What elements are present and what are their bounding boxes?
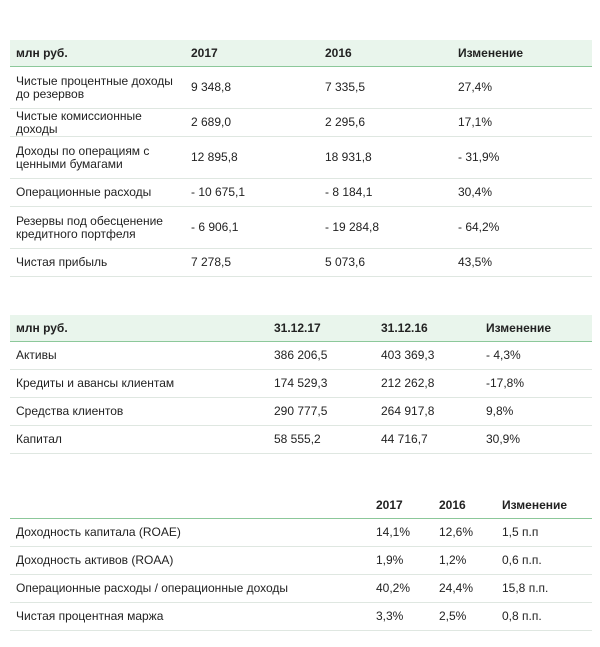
row-label: Чистая прибыль <box>10 248 185 277</box>
cell-value: - 10 675,1 <box>185 178 319 207</box>
cell-value: 14,1% <box>370 518 433 547</box>
cell-value: 290 777,5 <box>268 397 375 426</box>
header-cell <box>10 492 370 519</box>
data-table: млн руб. 31.12.17 31.12.16 Изменение Активы 3… <box>10 315 592 454</box>
row-label: Активы <box>10 341 268 370</box>
cell-value: 44 716,7 <box>375 425 480 454</box>
cell-value: 1,2% <box>433 546 496 575</box>
row-label: Чистая процентная маржа <box>10 602 370 631</box>
row-label: Капитал <box>10 425 268 454</box>
table-row: Чистые процентные доходы до резервов 9 34… <box>10 66 592 109</box>
table-row: Операционные расходы - 10 675,1- 8 184,1 3… <box>10 178 592 207</box>
cell-value: 1,5 п.п <box>496 518 592 547</box>
cell-value: 24,4% <box>433 574 496 603</box>
table-row: Операционные расходы / операционные дохо… <box>10 574 592 603</box>
cell-value: 386 206,5 <box>268 341 375 370</box>
table-row: Чистые комиссионные доходы 2 689,0 2 295,6… <box>10 108 592 137</box>
cell-value: 174 529,3 <box>268 369 375 398</box>
cell-value: 7 278,5 <box>185 248 319 277</box>
header-cell: 2017 <box>370 492 433 519</box>
header-row: млн руб. 31.12.17 31.12.16 Изменение <box>10 315 592 342</box>
cell-value: 7 335,5 <box>319 66 452 109</box>
header-row: млн руб. 2017 2016 Изменение <box>10 40 592 67</box>
table-row: Доходность активов (ROAA) 1,9% 1,2% 0,6 п.п… <box>10 546 592 575</box>
cell-value: 9,8% <box>480 397 592 426</box>
cell-value: 212 262,8 <box>375 369 480 398</box>
cell-value: - 4,3% <box>480 341 592 370</box>
cell-value: 18 931,8 <box>319 136 452 179</box>
cell-value: 30,4% <box>452 178 592 207</box>
row-label: Доходность капитала (ROAE) <box>10 518 370 547</box>
cell-value: 9 348,8 <box>185 66 319 109</box>
header-row: 2017 2016 Изменение <box>10 492 592 519</box>
cell-value: - 8 184,1 <box>319 178 452 207</box>
table-row: Резервы под обесценение кредитного портф… <box>10 206 592 249</box>
header-cell: 2016 <box>319 40 452 67</box>
row-label: Средства клиентов <box>10 397 268 426</box>
cell-value: 2 295,6 <box>319 108 452 137</box>
cell-value: 15,8 п.п. <box>496 574 592 603</box>
cell-value: 2 689,0 <box>185 108 319 137</box>
cell-value: 58 555,2 <box>268 425 375 454</box>
cell-value: 12 895,8 <box>185 136 319 179</box>
cell-value: - 31,9% <box>452 136 592 179</box>
table-row: Чистая прибыль 7 278,5 5 073,6 43,5% <box>10 248 592 277</box>
cell-value: 403 369,3 <box>375 341 480 370</box>
header-cell: 31.12.16 <box>375 315 480 342</box>
row-label: Операционные расходы <box>10 178 185 207</box>
data-table: 2017 2016 Изменение Доходность капитала (RO… <box>10 492 592 631</box>
header-cell: Изменение <box>496 492 592 519</box>
row-label: Чистые процентные доходы до резервов <box>10 66 185 109</box>
cell-value: 264 917,8 <box>375 397 480 426</box>
cell-value: 5 073,6 <box>319 248 452 277</box>
table-row: Доходы по операциям с ценными бумагами 12… <box>10 136 592 179</box>
table-row: Средства клиентов 290 777,5 264 917,8 9,8% <box>10 397 592 426</box>
cell-value: - 19 284,8 <box>319 206 452 249</box>
header-cell: Изменение <box>452 40 592 67</box>
cell-value: 1,9% <box>370 546 433 575</box>
cell-value: 0,6 п.п. <box>496 546 592 575</box>
header-cell: Изменение <box>480 315 592 342</box>
cell-value: 27,4% <box>452 66 592 109</box>
row-label: Доходность активов (ROAA) <box>10 546 370 575</box>
cell-value: -17,8% <box>480 369 592 398</box>
cell-value: 40,2% <box>370 574 433 603</box>
cell-value: 0,8 п.п. <box>496 602 592 631</box>
table-row: Капитал 58 555,2 44 716,7 30,9% <box>10 425 592 454</box>
table-row: Доходность капитала (ROAE) 14,1% 12,6% 1,5 … <box>10 518 592 547</box>
cell-value: 43,5% <box>452 248 592 277</box>
row-label: Доходы по операциям с ценными бумагами <box>10 136 185 179</box>
header-cell: 2016 <box>433 492 496 519</box>
cell-value: 3,3% <box>370 602 433 631</box>
cell-value: - 6 906,1 <box>185 206 319 249</box>
table-row: Активы 386 206,5 403 369,3- 4,3% <box>10 341 592 370</box>
cell-value: 17,1% <box>452 108 592 137</box>
header-cell: 31.12.17 <box>268 315 375 342</box>
cell-value: 2,5% <box>433 602 496 631</box>
table-row: Кредиты и авансы клиентам 174 529,3 212 26… <box>10 369 592 398</box>
header-cell: млн руб. <box>10 40 185 67</box>
table-row: Чистая процентная маржа 3,3% 2,5% 0,8 п.п. <box>10 602 592 631</box>
row-label: Операционные расходы / операционные дохо… <box>10 574 370 603</box>
header-cell: 2017 <box>185 40 319 67</box>
data-table: млн руб. 2017 2016 Изменение Чистые процентн… <box>10 40 592 277</box>
row-label: Резервы под обесценение кредитного портф… <box>10 206 185 249</box>
cell-value: 12,6% <box>433 518 496 547</box>
row-label: Кредиты и авансы клиентам <box>10 369 268 398</box>
header-cell: млн руб. <box>10 315 268 342</box>
cell-value: 30,9% <box>480 425 592 454</box>
cell-value: - 64,2% <box>452 206 592 249</box>
row-label: Чистые комиссионные доходы <box>10 108 185 137</box>
